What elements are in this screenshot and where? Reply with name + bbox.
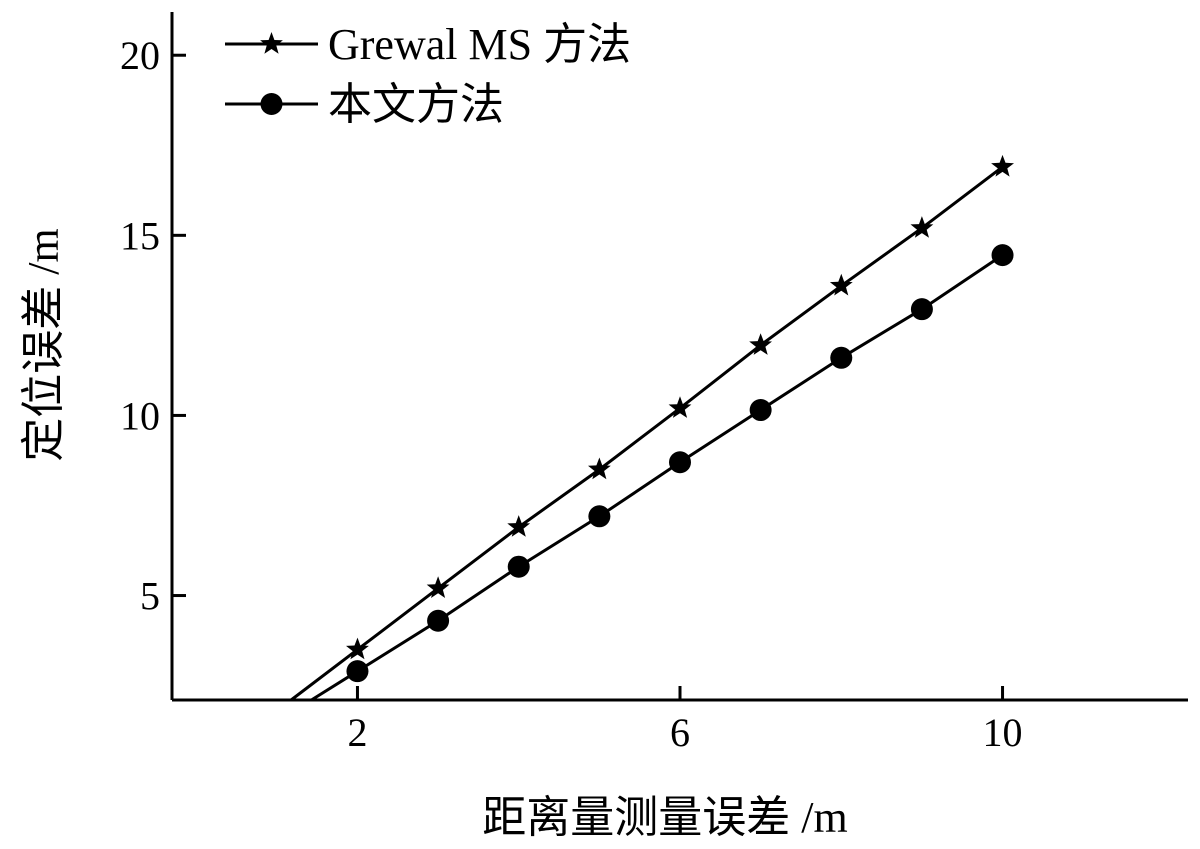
data-point [507,515,531,537]
data-point [346,660,369,683]
x-tick-label: 6 [670,710,690,755]
y-tick-label: 20 [120,33,160,78]
series-layer [290,154,1014,702]
data-point [588,505,611,528]
data-point [910,216,934,238]
y-tick-label: 10 [120,393,160,438]
data-point [749,333,772,355]
axes [170,12,1188,702]
data-point [669,451,691,474]
data-point [668,396,692,418]
x-axis-title: 距离量测量误差 /m [482,793,847,842]
series-2 [310,244,1014,702]
star-marker-icon [260,32,283,54]
data-point [910,298,933,321]
data-point [829,273,853,296]
data-point [346,637,369,660]
x-tick-label: 10 [983,710,1023,755]
legend-label: Grewal MS 方法 [328,20,631,69]
data-point [991,244,1014,267]
legend-entry-2: 本文方法 [225,80,504,129]
data-point [749,399,772,422]
data-point [427,609,450,632]
y-tick-label: 5 [140,574,160,619]
data-point [830,346,853,369]
circle-marker-icon [260,93,283,115]
data-point [426,576,450,598]
legend-label: 本文方法 [328,80,504,129]
y-axis-title: 定位误差 /m [19,228,68,461]
data-point [507,555,530,578]
ticks: 2 6 10 5 10 15 20 [120,33,1023,755]
legend-entry-1: Grewal MS 方法 [225,20,631,69]
y-tick-label: 15 [120,213,160,258]
x-tick-label: 2 [347,710,367,755]
series-line [310,253,1004,702]
data-point [588,457,611,480]
data-point [991,154,1014,177]
series-1 [290,154,1014,702]
series-line [290,165,1004,702]
